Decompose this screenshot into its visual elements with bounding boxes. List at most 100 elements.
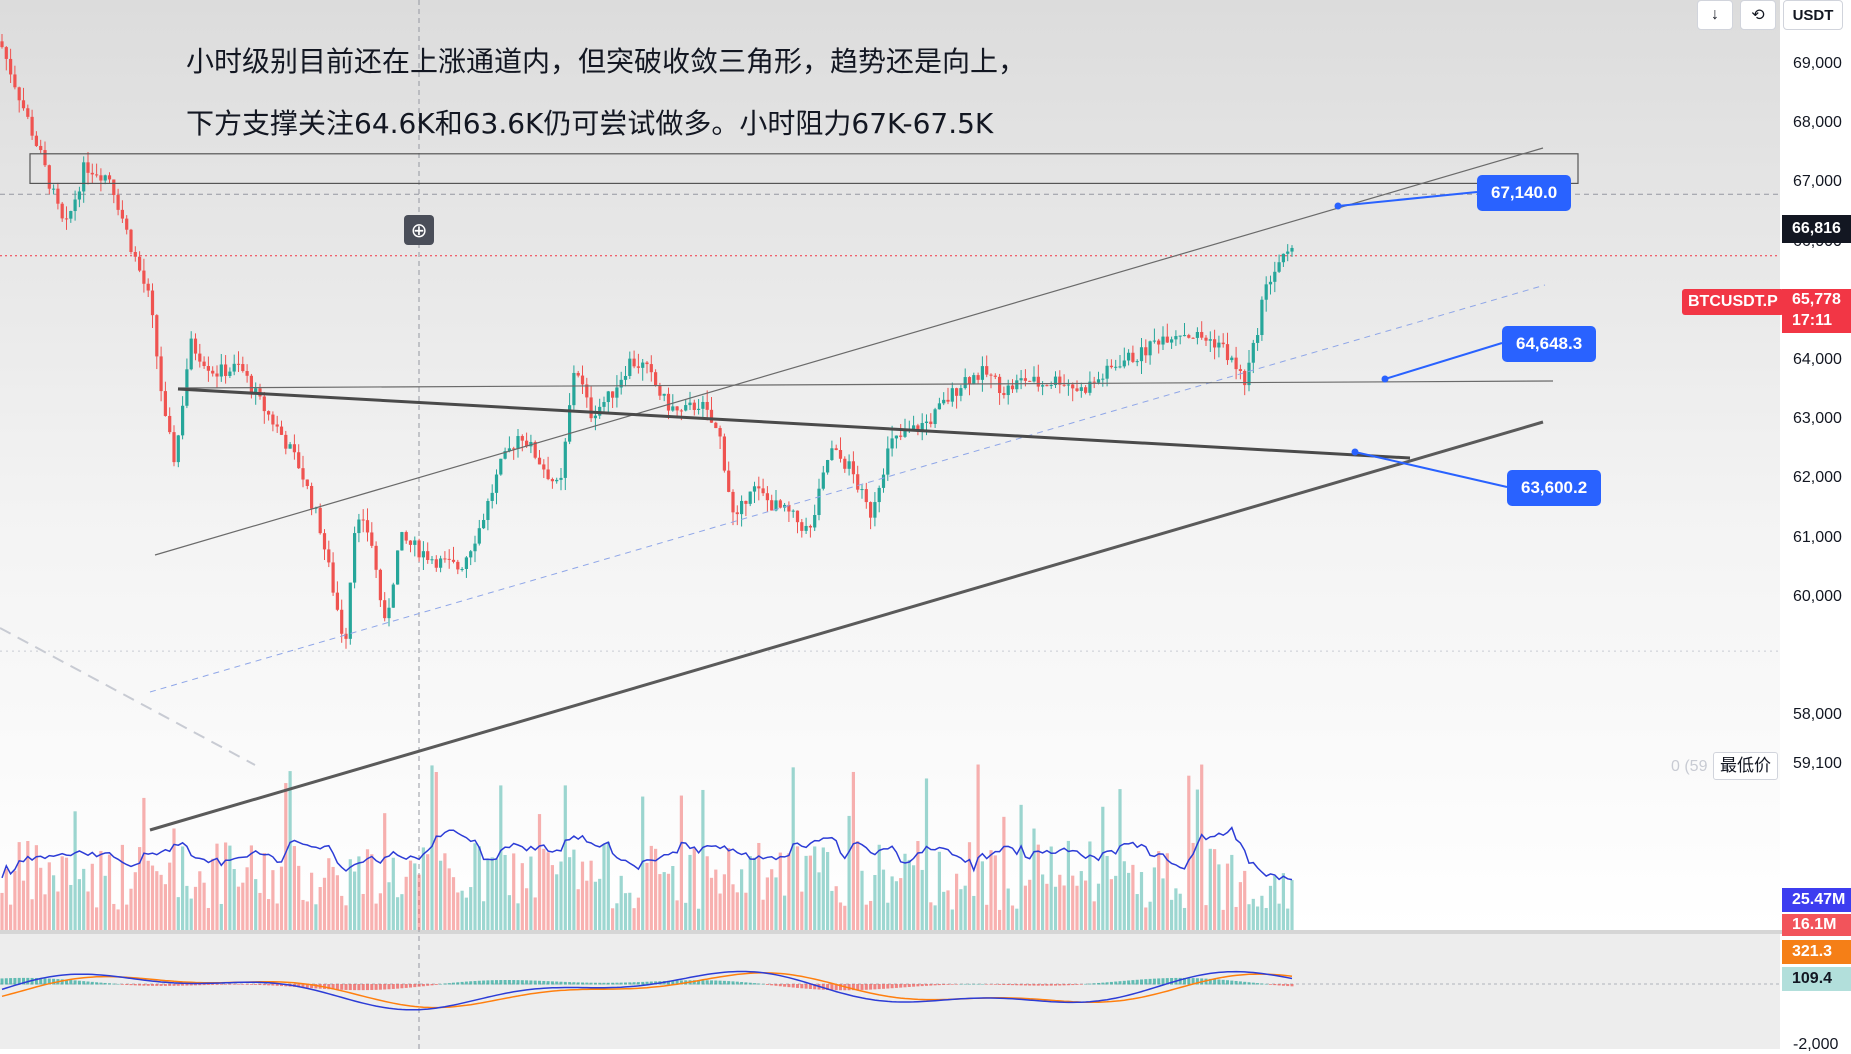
macd-hist-76 <box>327 984 331 990</box>
macd-hist-191 <box>821 984 825 990</box>
volume-bar-48 <box>206 907 210 930</box>
callout-support-upper[interactable]: 64,648.3 <box>1502 326 1597 362</box>
candle-body-188 <box>808 525 812 528</box>
macd-hist-214 <box>920 984 924 987</box>
candle-body-164 <box>705 401 709 410</box>
candle-body-143 <box>615 387 619 398</box>
volume-bar-231 <box>993 855 997 930</box>
volume-bar-196 <box>843 905 847 930</box>
volume-bar-222 <box>955 873 959 930</box>
candle-body-219 <box>942 399 946 404</box>
volume-bar-204 <box>877 844 881 930</box>
callout-support-lower[interactable]: 63,600.2 <box>1507 470 1602 506</box>
candle-body-72 <box>310 485 314 509</box>
add-plus-icon[interactable]: ⊕ <box>404 215 434 245</box>
macd-hist-297 <box>1277 984 1281 986</box>
candle-body-120 <box>516 436 520 449</box>
volume-bar-49 <box>211 858 215 930</box>
volume-bar-239 <box>1028 879 1032 930</box>
candle-body-115 <box>494 474 499 493</box>
candle-body-300 <box>1290 247 1294 252</box>
macd-hist-99 <box>426 984 430 986</box>
volume-bar-95 <box>408 860 413 930</box>
volume-bar-198 <box>851 771 855 930</box>
candle-body-270 <box>1161 336 1165 345</box>
candle-body-289 <box>1243 370 1247 386</box>
candle-body-80 <box>344 633 348 639</box>
volume-bar-126 <box>542 848 546 930</box>
candle-body-77 <box>331 562 335 593</box>
callout-resistance[interactable]: 67,140.0 <box>1477 175 1572 211</box>
volume-bar-34 <box>146 860 150 930</box>
volume-bar-36 <box>155 871 159 930</box>
volume-bar-4 <box>17 842 21 930</box>
volume-bar-296 <box>1273 875 1277 930</box>
triangle-lower-line <box>149 420 1544 832</box>
volume-bar-76 <box>327 858 331 930</box>
candle-body-197 <box>847 461 851 469</box>
macd-hist-249 <box>1071 984 1075 986</box>
candle-body-212 <box>912 425 916 431</box>
macd-hist-97 <box>417 984 421 987</box>
channel-upper-line <box>154 147 1544 556</box>
volume-bar-79 <box>340 895 344 930</box>
macd-hist-291 <box>1251 982 1255 985</box>
download-icon[interactable]: ↓ <box>1697 0 1733 30</box>
volume-bar-104 <box>447 868 451 930</box>
volume-bar-243 <box>1045 883 1049 930</box>
macd-hist-41 <box>176 984 180 986</box>
volume-bar-291 <box>1251 898 1255 930</box>
candle-body-75 <box>322 533 327 550</box>
macd-hist-34 <box>146 984 150 986</box>
macd-hist-29 <box>125 984 129 985</box>
macd-hist-3 <box>13 977 17 985</box>
candle-body-209 <box>899 435 903 437</box>
volume-bar-68 <box>292 846 296 930</box>
volume-bar-218 <box>937 851 941 930</box>
volume-bar-8 <box>34 845 38 930</box>
macd-hist-5 <box>22 977 25 985</box>
price-tick-7: 62,000 <box>1793 469 1842 487</box>
volume-bar-148 <box>636 897 640 930</box>
candle-body-260 <box>1118 366 1122 368</box>
macd-hist-258 <box>1109 981 1113 985</box>
candle-body-92 <box>396 550 400 585</box>
macd-hist-184 <box>791 984 795 988</box>
macd-hist-80 <box>344 984 348 990</box>
candle-body-121 <box>520 436 524 441</box>
refresh-icon[interactable]: ⟲ <box>1740 0 1776 30</box>
macd-hist-115 <box>495 980 498 985</box>
macd-hist-254 <box>1092 983 1096 985</box>
macd-hist-300 <box>1290 984 1294 987</box>
candle-body-138 <box>593 415 597 419</box>
volume-bar-211 <box>907 859 911 930</box>
fib-level-label: 0 (59 <box>1671 758 1708 775</box>
candle-body-275 <box>1182 335 1187 337</box>
volume-bar-253 <box>1088 841 1092 930</box>
candle-body-167 <box>718 428 722 437</box>
currency-unit-button[interactable]: USDT <box>1783 0 1843 30</box>
price-tick-9: 60,000 <box>1793 587 1842 605</box>
macd-hist-24 <box>103 982 107 985</box>
macd-hist-46 <box>198 984 202 986</box>
candle-body-213 <box>916 425 920 432</box>
macd-hist-139 <box>598 982 602 985</box>
volume-bar-162 <box>697 908 701 930</box>
candle-body-150 <box>645 362 649 365</box>
macd-hist-119 <box>512 980 516 985</box>
volume-bar-113 <box>486 860 490 930</box>
candle-body-286 <box>1230 357 1234 361</box>
candle-body-182 <box>783 504 787 508</box>
candle-body-226 <box>972 375 976 384</box>
macd-hist-203 <box>873 984 877 990</box>
candle-body-288 <box>1238 369 1242 371</box>
candle-body-196 <box>843 458 847 469</box>
volume-bar-73 <box>314 904 318 930</box>
candle-body-18 <box>77 191 81 200</box>
candle-body-74 <box>318 507 322 534</box>
macd-hist-230 <box>989 984 993 985</box>
volume-bar-264 <box>1135 894 1139 930</box>
macd-hist-20 <box>86 981 90 985</box>
